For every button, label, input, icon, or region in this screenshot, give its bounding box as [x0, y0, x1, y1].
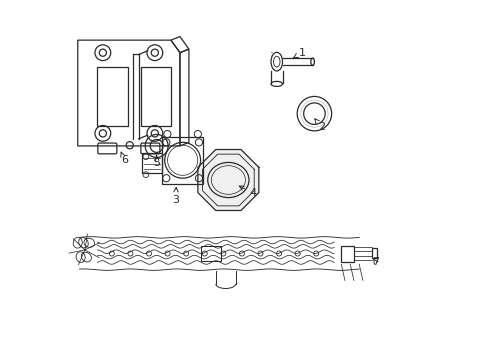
Text: 2: 2 — [314, 119, 325, 132]
Text: 3: 3 — [172, 188, 179, 205]
Text: 7: 7 — [371, 257, 378, 267]
Polygon shape — [198, 149, 258, 211]
Text: 1: 1 — [293, 48, 305, 58]
Text: 4: 4 — [239, 186, 257, 198]
Text: 6: 6 — [121, 152, 127, 165]
Text: 5: 5 — [153, 155, 160, 168]
